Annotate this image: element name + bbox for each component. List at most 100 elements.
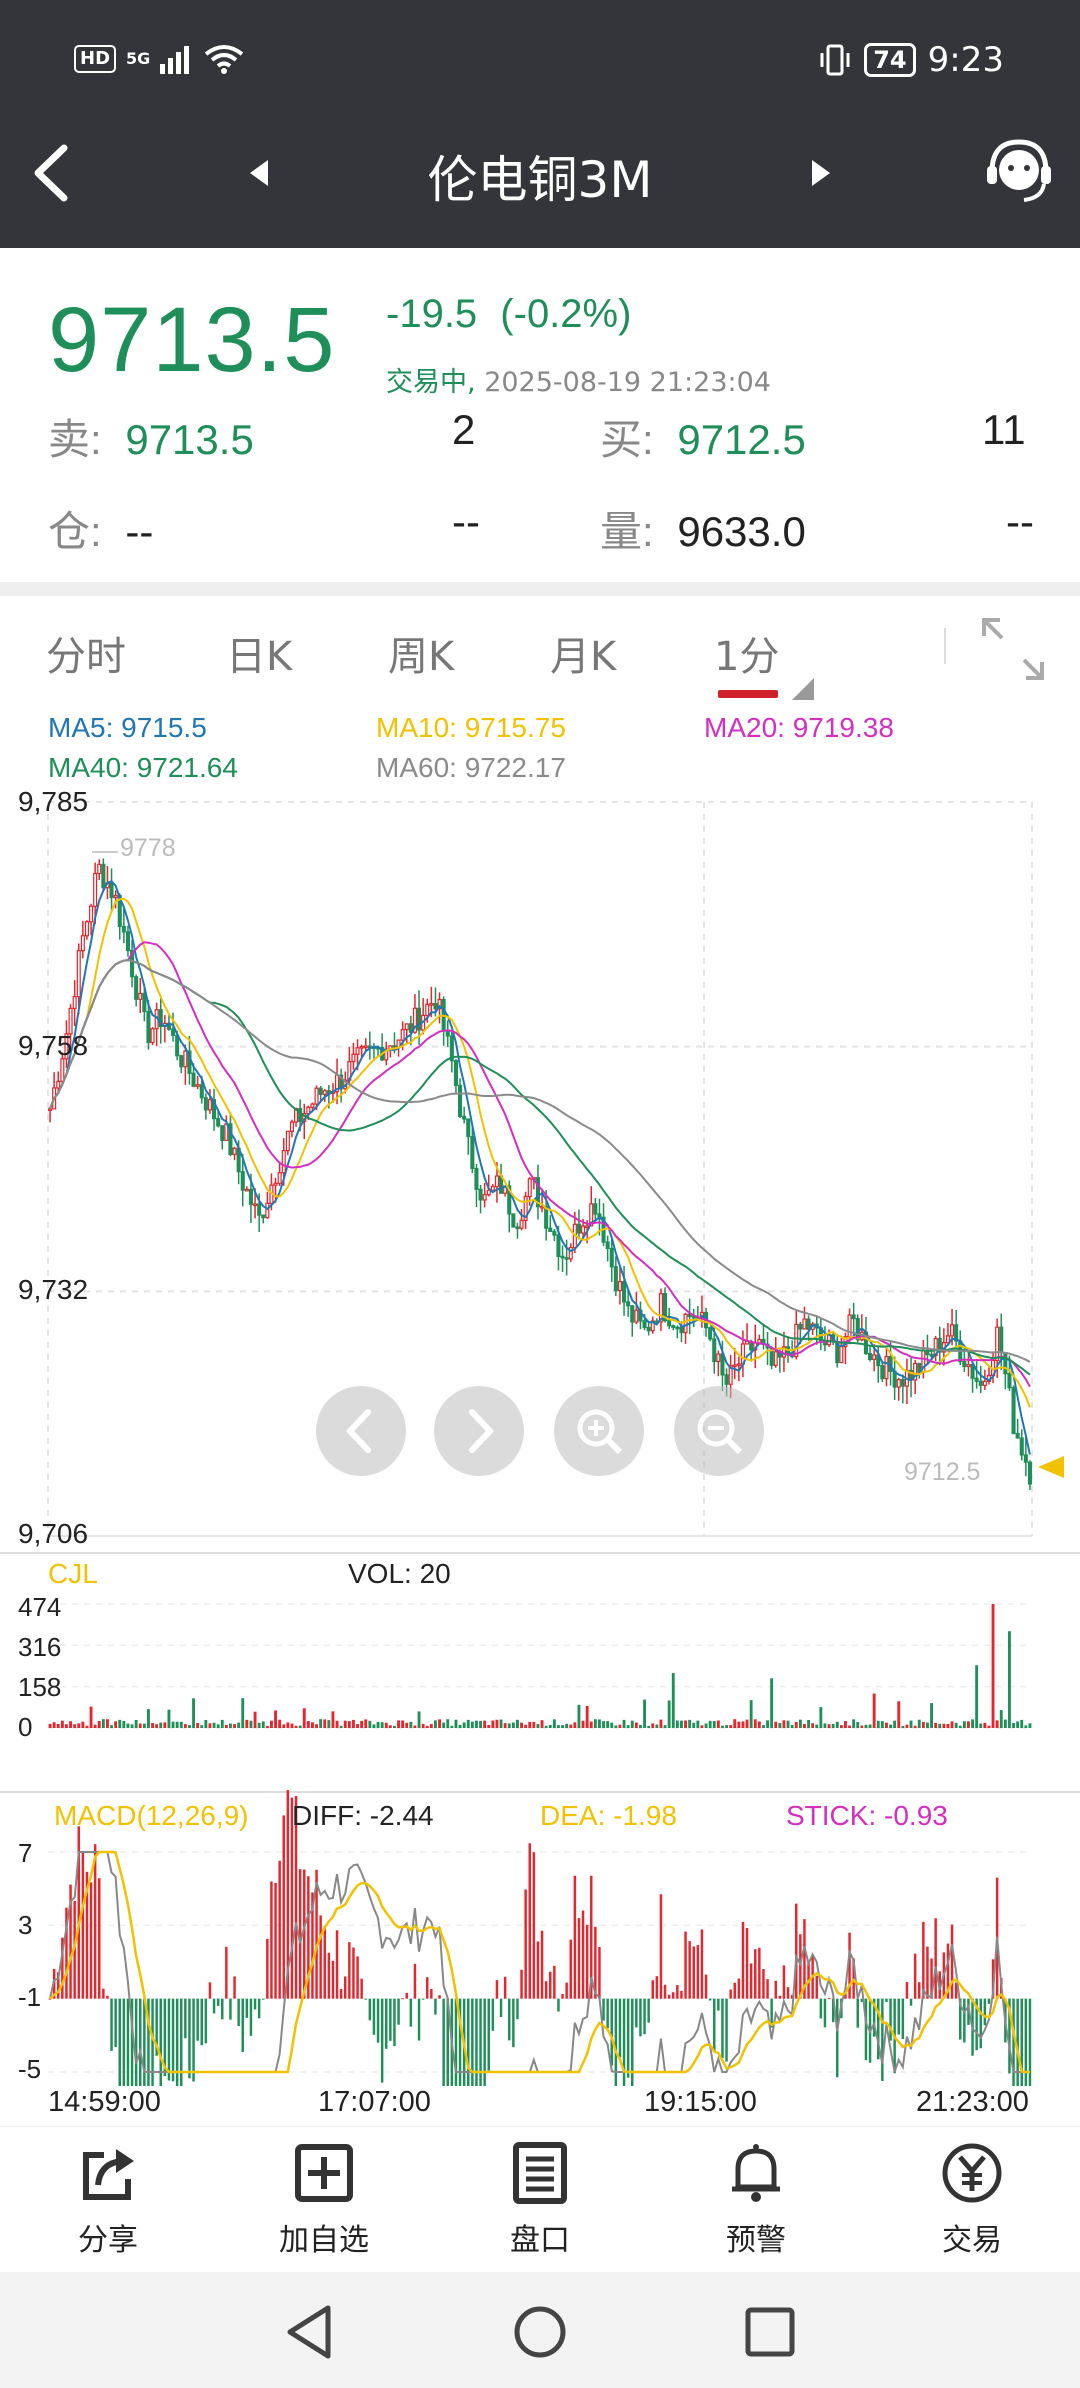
position-value: -- bbox=[125, 508, 154, 555]
volume-bar bbox=[118, 1719, 122, 1728]
volume-bar bbox=[766, 1720, 769, 1728]
nav-back-icon[interactable] bbox=[284, 2304, 336, 2360]
candle-body bbox=[130, 949, 135, 978]
tab-1min[interactable]: 1分 bbox=[714, 634, 780, 680]
macd-tick-2: -1 bbox=[18, 1982, 42, 2012]
zoom-out-button[interactable] bbox=[674, 1386, 764, 1476]
candle-body bbox=[48, 1108, 53, 1111]
order-book-label: 盘口 bbox=[510, 2223, 570, 2258]
volume-bar bbox=[1012, 1723, 1015, 1728]
add-watchlist-button[interactable]: 加自选 bbox=[254, 2141, 394, 2259]
candle-body bbox=[310, 1103, 315, 1108]
volume-bar bbox=[561, 1725, 564, 1728]
macd-stick-bar bbox=[926, 1946, 929, 1999]
period-dropdown-icon[interactable] bbox=[792, 678, 814, 700]
macd-stick-bar bbox=[257, 1998, 261, 2019]
alert-button[interactable]: 预警 bbox=[686, 2141, 826, 2259]
candle-body bbox=[68, 1007, 73, 1035]
volume-bar bbox=[339, 1725, 343, 1728]
price-chart[interactable] bbox=[0, 770, 1080, 2086]
candle-body bbox=[97, 863, 102, 875]
share-button[interactable]: 分享 bbox=[38, 2141, 178, 2259]
macd-stick-bar bbox=[204, 1998, 208, 2044]
volume-bar bbox=[204, 1719, 208, 1728]
macd-stick-bar bbox=[106, 1995, 109, 1999]
back-button[interactable] bbox=[22, 138, 82, 208]
wifi-icon bbox=[205, 45, 244, 74]
volume-bar bbox=[65, 1724, 68, 1728]
order-book-button[interactable]: 盘口 bbox=[470, 2141, 610, 2259]
volume-bar bbox=[200, 1725, 204, 1728]
macd-stick-bar bbox=[721, 1998, 724, 2059]
signal-icon bbox=[160, 46, 190, 74]
nav-home-icon[interactable] bbox=[512, 2304, 568, 2360]
fullscreen-icon[interactable] bbox=[980, 616, 1046, 682]
volume-bar bbox=[368, 1720, 372, 1728]
macd-stick-bar bbox=[118, 1998, 121, 2086]
zoom-in-button[interactable] bbox=[554, 1386, 644, 1476]
macd-stick-bar bbox=[815, 1975, 818, 1999]
candle-body bbox=[429, 1003, 434, 1006]
volume-bar bbox=[52, 1722, 56, 1728]
candle-body bbox=[109, 882, 114, 899]
volume-bar bbox=[823, 1723, 827, 1728]
macd-stick-bar bbox=[770, 1998, 773, 2028]
candle-body bbox=[937, 1337, 942, 1353]
volume-bar bbox=[438, 1719, 441, 1728]
volume-bar bbox=[237, 1722, 241, 1728]
macd-stick-bar bbox=[48, 1998, 52, 2000]
volume-bar bbox=[942, 1723, 946, 1728]
volume-bar bbox=[938, 1723, 942, 1728]
candle-body bbox=[171, 1028, 176, 1036]
volume-bar bbox=[684, 1720, 687, 1728]
section-divider bbox=[0, 582, 1080, 596]
scroll-right-button[interactable] bbox=[434, 1386, 524, 1476]
customer-service-icon[interactable] bbox=[984, 138, 1054, 208]
ma20-value: MA20: 9719.38 bbox=[704, 712, 894, 743]
volume-bar bbox=[138, 1723, 142, 1728]
tab-intraday[interactable]: 分时 bbox=[46, 634, 126, 680]
candle-body bbox=[113, 894, 118, 899]
macd-stick-bar bbox=[81, 1851, 85, 1999]
macd-stick-bar bbox=[667, 1994, 671, 1999]
volume-bar bbox=[311, 1722, 314, 1728]
macd-stick-bar bbox=[749, 1963, 753, 1999]
macd-stick-bar bbox=[651, 1980, 654, 1999]
candle-body bbox=[581, 1225, 586, 1234]
macd-stick-bar bbox=[426, 1977, 429, 1999]
macd-stick-bar bbox=[508, 1998, 511, 2041]
macd-stick-bar bbox=[598, 1946, 601, 1999]
volume-bar bbox=[151, 1723, 154, 1728]
macd-stick-bar bbox=[987, 1998, 991, 2004]
tab-daily-k[interactable]: 日K bbox=[226, 634, 293, 680]
macd-stick-bar bbox=[126, 1998, 130, 2086]
buy-label: 买: bbox=[600, 416, 654, 463]
volume-bar bbox=[643, 1699, 646, 1728]
next-contract-button[interactable] bbox=[806, 158, 836, 188]
macd-stick-bar bbox=[745, 1927, 749, 1999]
volume-bar bbox=[598, 1719, 601, 1728]
volume-bar bbox=[253, 1711, 257, 1728]
candle-body bbox=[244, 1188, 249, 1192]
macd-stick-bar bbox=[438, 1995, 441, 1999]
candle-body bbox=[207, 1099, 212, 1111]
volume-bar bbox=[864, 1724, 868, 1728]
macd-stick-bar bbox=[274, 1882, 277, 1999]
prev-contract-button[interactable] bbox=[244, 158, 274, 188]
macd-stick-bar bbox=[495, 1980, 499, 1999]
volume-bar bbox=[233, 1724, 236, 1728]
tab-monthly-k[interactable]: 月K bbox=[550, 634, 617, 680]
volume-bar bbox=[999, 1710, 1003, 1728]
macd-stick-bar bbox=[762, 1969, 765, 1999]
nav-recents-icon[interactable] bbox=[744, 2306, 796, 2358]
scroll-left-button[interactable] bbox=[316, 1386, 406, 1476]
tab-weekly-k[interactable]: 周K bbox=[388, 634, 455, 680]
volume-bar bbox=[257, 1722, 261, 1728]
volume-bar bbox=[491, 1720, 495, 1728]
trade-button[interactable]: 交易 bbox=[902, 2141, 1042, 2259]
status-bar-right: 74 9:23 bbox=[818, 40, 1004, 80]
volume-bar bbox=[298, 1725, 302, 1728]
macd-stick-bar bbox=[790, 1995, 794, 1999]
candle-body bbox=[945, 1335, 950, 1344]
volume-bar bbox=[56, 1724, 60, 1728]
